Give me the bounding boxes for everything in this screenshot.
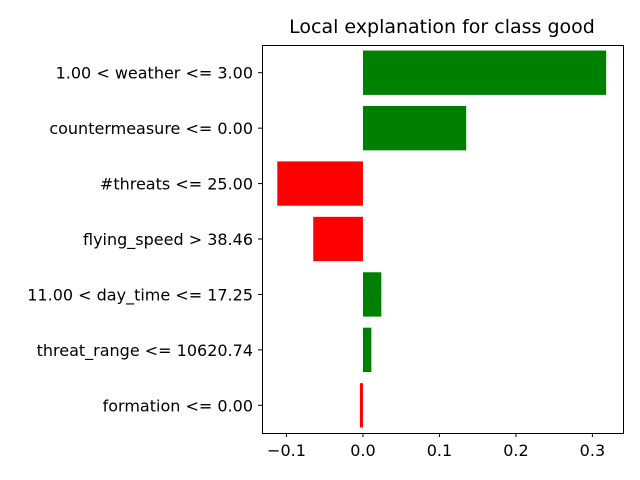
axes-frame <box>262 45 624 434</box>
x-axis-ticks: −0.1 0.0 0.1 0.2 0.3 <box>267 433 605 460</box>
x-tick-label: 0.1 <box>427 441 452 460</box>
y-tick-label: formation <= 0.00 <box>103 396 253 415</box>
bar-3 <box>277 161 363 206</box>
y-tick-label: threat_range <= 10620.74 <box>37 341 253 361</box>
bar-4 <box>313 216 363 262</box>
bar-5 <box>362 272 382 317</box>
bar-2 <box>362 105 467 151</box>
bar-6 <box>362 327 372 373</box>
bars-group <box>277 50 607 428</box>
y-tick-label: flying_speed > 38.46 <box>83 230 253 250</box>
y-tick-label: 1.00 < weather <= 3.00 <box>56 64 253 83</box>
x-tick-label: 0.0 <box>350 441 375 460</box>
y-axis-ticks: 1.00 < weather <= 3.00 countermeasure <= … <box>27 64 262 415</box>
y-tick-label: 11.00 < day_time <= 17.25 <box>27 285 253 305</box>
x-tick-label: 0.2 <box>503 441 528 460</box>
y-tick-label: #threats <= 25.00 <box>100 175 253 194</box>
y-tick-label: countermeasure <= 0.00 <box>49 119 253 138</box>
chart-title: Local explanation for class good <box>289 16 595 38</box>
x-tick-label: −0.1 <box>267 441 306 460</box>
bar-1 <box>362 50 607 95</box>
bar-7 <box>359 383 363 428</box>
x-tick-label: 0.3 <box>580 441 605 460</box>
